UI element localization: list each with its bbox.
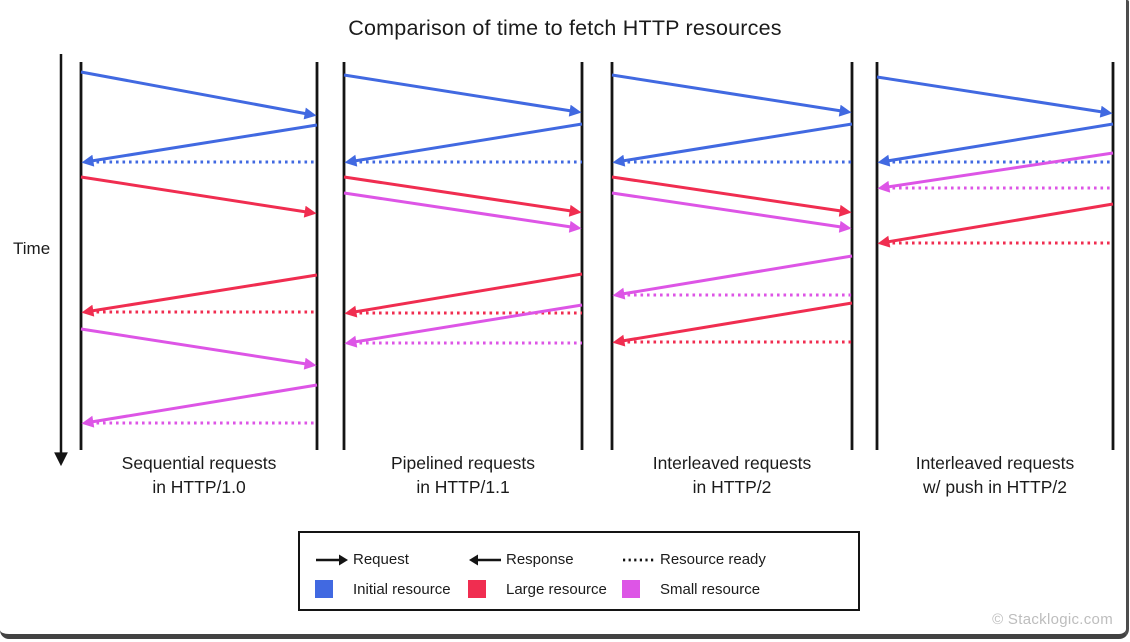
initial-request-arrow xyxy=(80,70,317,120)
large-request-arrow xyxy=(80,175,317,218)
legend-item: Small resource xyxy=(622,580,760,598)
legend-label: Resource ready xyxy=(660,551,766,568)
panel-label: Pipelined requests in HTTP/1.1 xyxy=(391,453,535,497)
large-response-arrow xyxy=(612,301,853,347)
small-request-arrow xyxy=(80,327,317,370)
large-request-arrow xyxy=(611,175,852,217)
small-request-arrow xyxy=(343,191,582,233)
small-response-arrow xyxy=(612,254,853,300)
large-response-arrow xyxy=(877,202,1114,248)
response-arrow-icon xyxy=(468,553,502,567)
legend-item: Resource ready xyxy=(622,551,766,568)
small-resource-swatch xyxy=(622,580,640,598)
large-resource-swatch xyxy=(468,580,486,598)
initial-response-arrow xyxy=(81,123,318,167)
small-response-arrow xyxy=(877,151,1114,193)
panel-label: Interleaved requests in HTTP/2 xyxy=(652,453,812,497)
copyright-text: © Stacklogic.com xyxy=(992,611,1113,628)
legend-label: Request xyxy=(353,551,409,568)
large-response-arrow xyxy=(81,273,318,317)
large-request-arrow xyxy=(343,175,582,217)
initial-resource-swatch xyxy=(315,580,349,598)
legend-item: Request xyxy=(315,551,409,568)
legend-item: Initial resource xyxy=(315,580,451,598)
time-axis-label: Time xyxy=(13,239,51,258)
initial-response-arrow xyxy=(344,122,583,167)
small-response-arrow xyxy=(344,303,583,348)
initial-resource-swatch xyxy=(315,580,333,598)
legend-label: Small resource xyxy=(660,580,761,598)
initial-request-arrow xyxy=(876,75,1113,118)
initial-request-arrow xyxy=(611,73,852,117)
large-resource-swatch xyxy=(468,580,502,598)
panel-label: Sequential requests in HTTP/1.0 xyxy=(121,453,277,497)
legend-item: Large resource xyxy=(468,580,607,598)
legend-item: Response xyxy=(468,551,574,568)
page-title: Comparison of time to fetch HTTP resourc… xyxy=(348,16,782,40)
large-response-arrow xyxy=(344,272,583,318)
panel-label: Interleaved requests w/ push in HTTP/2 xyxy=(915,453,1075,497)
resource-ready-dots-icon xyxy=(622,553,656,567)
small-response-arrow xyxy=(81,383,318,428)
legend: Request Response Resource ready Initial res… xyxy=(298,531,860,611)
initial-request-arrow xyxy=(343,73,582,117)
initial-response-arrow xyxy=(877,122,1114,167)
legend-label: Large resource xyxy=(506,580,607,598)
legend-label: Initial resource xyxy=(353,580,451,598)
legend-label: Response xyxy=(506,551,574,568)
request-arrow-icon xyxy=(315,553,349,567)
small-resource-swatch xyxy=(622,580,656,598)
small-request-arrow xyxy=(611,191,852,233)
initial-response-arrow xyxy=(612,122,853,167)
